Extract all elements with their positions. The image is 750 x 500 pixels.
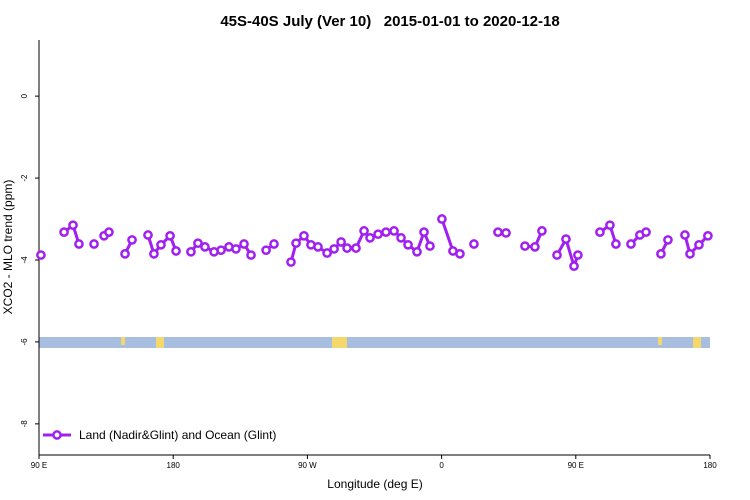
- data-point: [573, 250, 583, 260]
- data-point: [165, 230, 175, 241]
- land-patch: [332, 337, 347, 348]
- data-point: [537, 226, 547, 236]
- y-tick-label: -6: [20, 338, 29, 346]
- surface-band: [39, 337, 710, 348]
- data-point: [552, 250, 562, 260]
- data-point: [120, 248, 130, 259]
- data-point: [493, 227, 503, 237]
- data-point: [595, 227, 605, 237]
- land-patch: [658, 337, 662, 345]
- data-point: [419, 227, 429, 237]
- data-point: [381, 227, 391, 237]
- data-point: [373, 229, 383, 240]
- data-point: [186, 246, 196, 257]
- data-point: [437, 214, 447, 224]
- data-point: [313, 242, 323, 252]
- data-point: [396, 233, 406, 243]
- data-point: [663, 235, 673, 245]
- data-point: [569, 261, 579, 271]
- legend-item: Land (Nadir&Glint) and Ocean (Glint): [43, 428, 276, 442]
- data-point: [143, 230, 153, 240]
- data-point: [501, 228, 511, 238]
- data-point: [246, 250, 256, 260]
- x-tick-label: 0: [439, 461, 444, 470]
- data-point: [286, 257, 296, 267]
- data-point: [322, 248, 332, 258]
- land-patch: [693, 337, 701, 348]
- data-point: [193, 238, 203, 249]
- data-point: [520, 241, 530, 251]
- data-point: [104, 227, 114, 237]
- data-point: [329, 244, 339, 254]
- data-point: [74, 239, 84, 249]
- data-point: [89, 239, 99, 249]
- data-point: [156, 239, 166, 250]
- legend-swatch-marker: [52, 430, 62, 440]
- land-patch: [156, 337, 164, 348]
- data-point: [561, 234, 571, 244]
- x-tick-label: 180: [703, 461, 717, 470]
- data-point: [351, 243, 361, 253]
- data-point: [36, 250, 46, 260]
- land-patch: [121, 337, 125, 345]
- x-tick-label: 180: [167, 461, 181, 470]
- data-point: [656, 248, 666, 259]
- chart-title: 45S-40S July (Ver 10) 2015-01-01 to 2020…: [220, 13, 559, 30]
- data-point: [231, 244, 241, 254]
- data-point: [626, 239, 636, 249]
- data-point: [68, 220, 78, 231]
- data-point: [149, 248, 159, 259]
- data-point: [365, 233, 375, 243]
- data-point: [269, 239, 279, 249]
- data-point: [685, 248, 695, 259]
- data-point: [530, 242, 540, 252]
- y-tick-label: -8: [20, 420, 29, 428]
- legend-label: Land (Nadir&Glint) and Ocean (Glint): [79, 428, 276, 442]
- data-point: [412, 246, 422, 257]
- data-point: [694, 239, 704, 250]
- data-point: [239, 239, 249, 249]
- data-point: [455, 248, 465, 259]
- data-point: [336, 237, 346, 247]
- data-point: [611, 239, 621, 249]
- y-tick-label: -4: [20, 256, 29, 264]
- data-point: [605, 220, 615, 231]
- data-point: [389, 226, 399, 236]
- ocean-band: [39, 337, 710, 348]
- y-axis-label: XCO2 - MLO trend (ppm): [1, 180, 15, 315]
- data-point: [261, 245, 271, 256]
- data-point: [127, 235, 137, 245]
- data-point: [425, 241, 435, 251]
- y-tick-label: -2: [20, 174, 29, 182]
- data-point: [703, 230, 713, 241]
- x-tick-label: 90 E: [31, 461, 47, 470]
- data-point: [641, 227, 651, 237]
- y-tick-label: 0: [20, 93, 29, 98]
- data-point: [59, 227, 69, 237]
- data-point: [469, 239, 479, 249]
- data-point: [216, 245, 226, 256]
- data-point: [171, 246, 181, 256]
- x-tick-label: 90 E: [568, 461, 584, 470]
- data-point: [342, 243, 352, 253]
- data-point: [403, 239, 413, 250]
- x-axis-label: Longitude (deg E): [327, 477, 422, 491]
- data-point: [680, 230, 690, 240]
- data-point: [291, 238, 301, 249]
- data-point: [359, 226, 369, 236]
- x-tick-label: 90 W: [298, 461, 317, 470]
- data-point: [299, 230, 309, 241]
- data-point: [200, 242, 210, 252]
